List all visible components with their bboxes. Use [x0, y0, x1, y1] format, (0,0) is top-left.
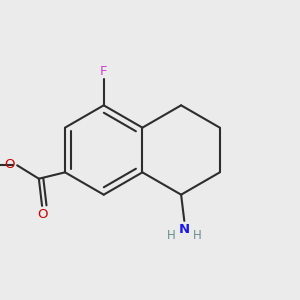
Text: O: O — [37, 208, 47, 221]
Text: O: O — [5, 158, 15, 170]
Text: F: F — [100, 65, 107, 78]
Text: N: N — [179, 223, 190, 236]
Text: H: H — [193, 230, 202, 242]
Text: H: H — [167, 230, 175, 242]
